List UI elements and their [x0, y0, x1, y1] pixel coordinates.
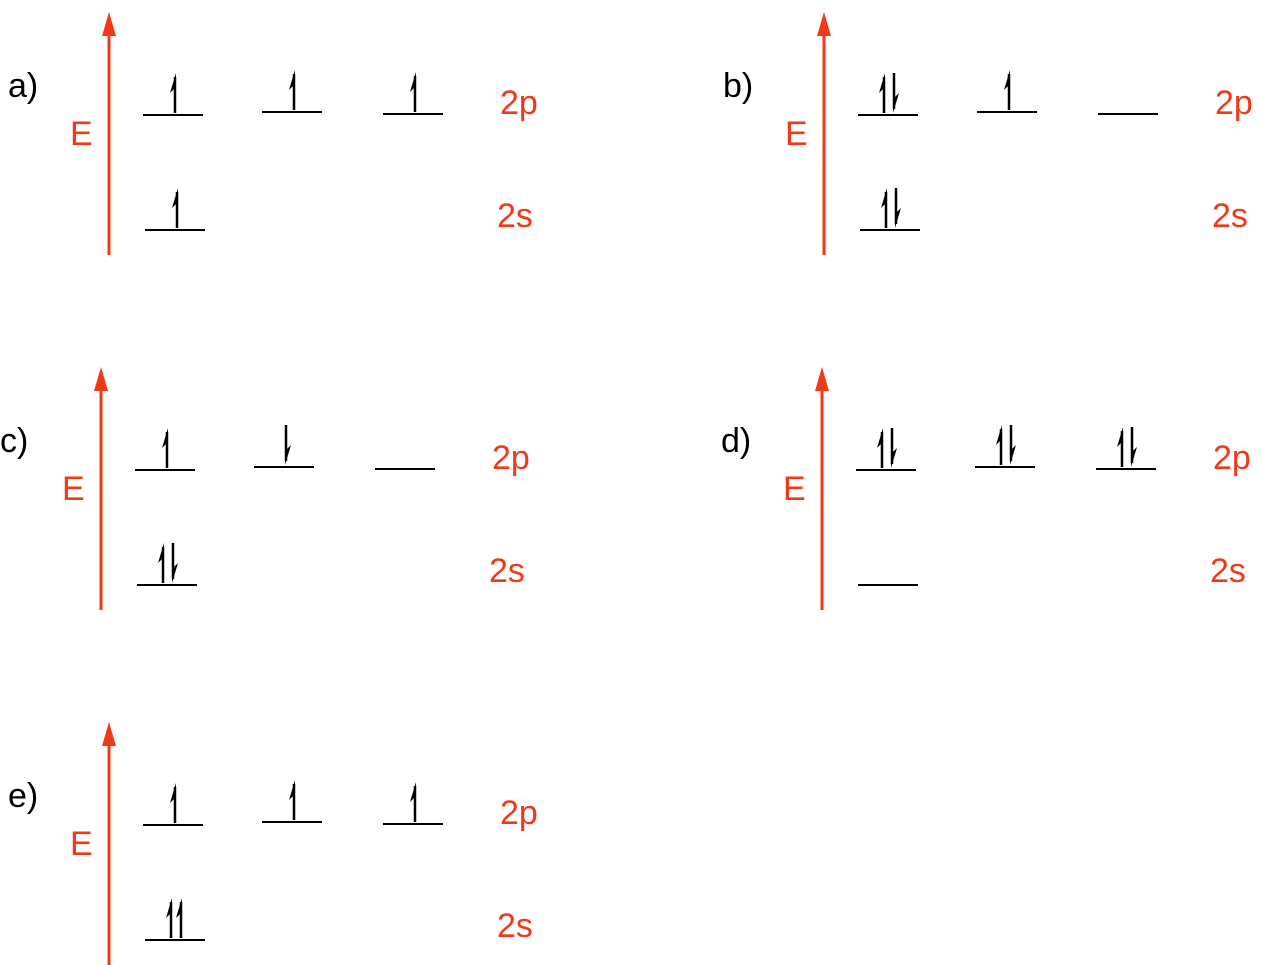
level-label: 2p: [500, 794, 538, 832]
level-label: 2s: [1210, 552, 1246, 590]
level-label: 2p: [1213, 439, 1251, 477]
electron-head: [170, 73, 176, 93]
energy-axis-head: [102, 722, 116, 746]
energy-label: E: [785, 115, 808, 153]
electron-head: [879, 73, 885, 93]
energy-label: E: [70, 825, 93, 863]
electron-head: [289, 70, 295, 90]
electron-head: [1004, 70, 1010, 90]
electron-head: [877, 428, 883, 448]
panel: b) E 2p 2s: [723, 12, 1253, 255]
level-label: 2p: [1215, 84, 1253, 122]
electron-head: [895, 208, 901, 228]
energy-axis-head: [817, 12, 831, 36]
electron-head: [1131, 447, 1137, 467]
energy-axis-head: [94, 367, 108, 391]
level-label: 2s: [1212, 197, 1248, 235]
electron-head: [1010, 445, 1016, 465]
electron-head: [996, 425, 1002, 445]
panel-label: c): [0, 422, 28, 460]
electron-head: [162, 428, 168, 448]
level-label: 2s: [489, 552, 525, 590]
panel: e) E 2p 2s: [8, 722, 538, 965]
electron-head: [289, 780, 295, 800]
electron-head: [891, 448, 897, 468]
panel-label: e): [8, 777, 38, 815]
energy-axis-head: [815, 367, 829, 391]
electron-head: [172, 188, 178, 208]
energy-label: E: [783, 470, 806, 508]
energy-label: E: [70, 115, 93, 153]
panel: a) E 2p 2s: [8, 12, 538, 255]
panel-label: a): [8, 67, 38, 105]
panel-label: b): [723, 67, 753, 105]
electron-head: [881, 188, 887, 208]
electron-head: [176, 898, 182, 918]
panel: d) E 2p 2s: [721, 367, 1251, 610]
electron-head: [170, 783, 176, 803]
level-label: 2s: [497, 907, 533, 945]
level-label: 2p: [492, 439, 530, 477]
panel-label: d): [721, 422, 751, 460]
energy-axis-head: [102, 12, 116, 36]
electron-head: [410, 782, 416, 802]
electron-head: [166, 898, 172, 918]
energy-label: E: [62, 470, 85, 508]
electron-head: [285, 445, 291, 465]
panel: c) E 2p 2s: [0, 367, 530, 610]
level-label: 2p: [500, 84, 538, 122]
electron-head: [410, 72, 416, 92]
electron-head: [893, 93, 899, 113]
electron-head: [158, 543, 164, 563]
electron-head: [1117, 427, 1123, 447]
level-label: 2s: [497, 197, 533, 235]
electron-head: [172, 563, 178, 583]
